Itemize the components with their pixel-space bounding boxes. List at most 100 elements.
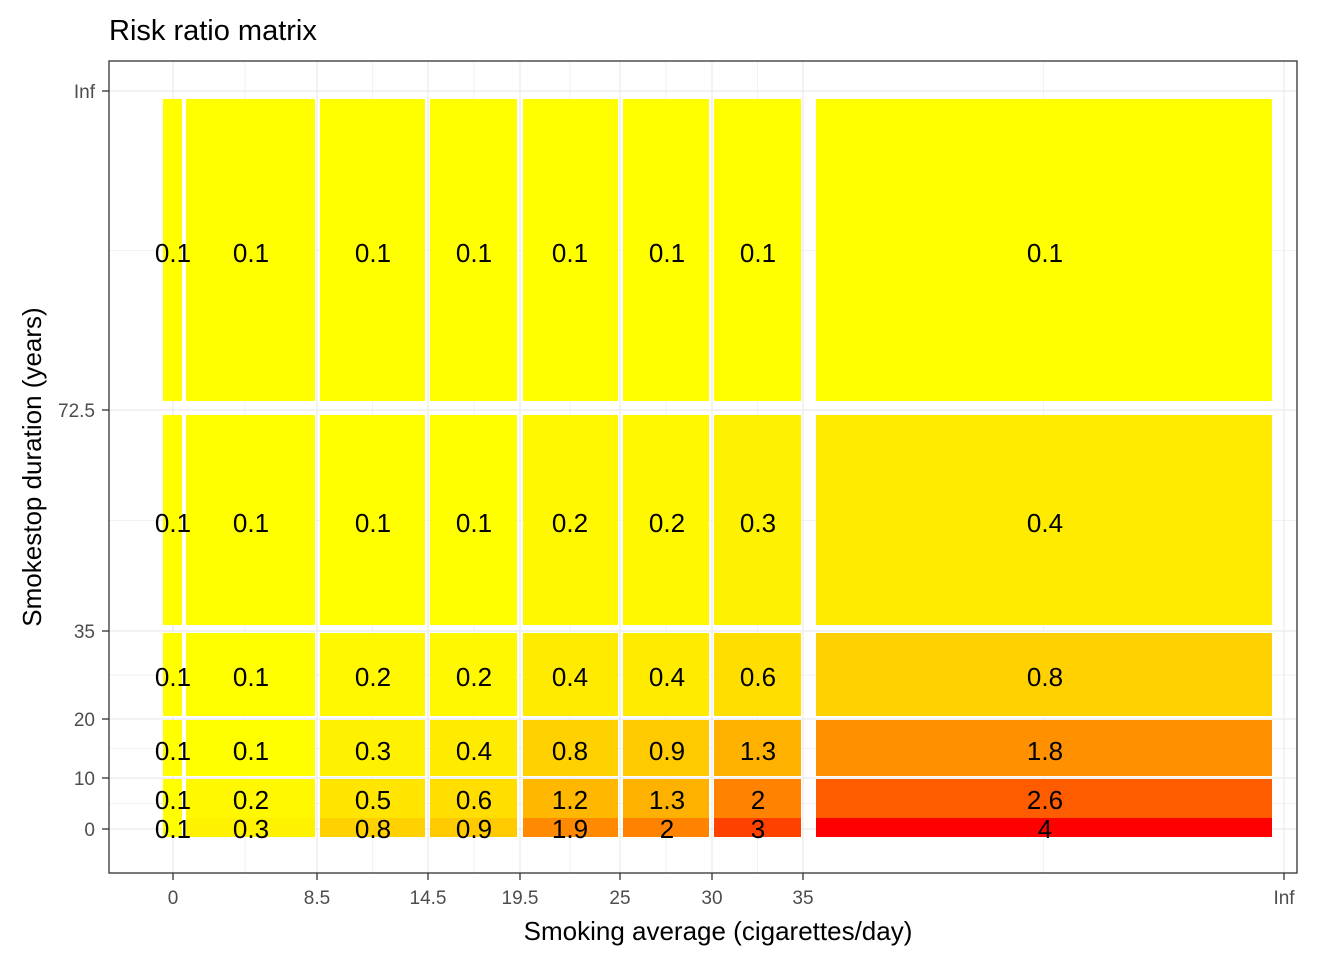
heatmap-cell <box>816 720 1272 776</box>
cell-value-label: 0.2 <box>355 662 391 692</box>
heatmap-cell <box>816 779 1272 818</box>
heatmap-cell <box>816 817 1272 837</box>
cell-value-label: 0.4 <box>456 736 492 766</box>
heatmap-cell <box>163 720 182 776</box>
cell-value-label: 2 <box>660 814 674 844</box>
heatmap-cell <box>816 415 1272 625</box>
heatmap-cell <box>186 779 315 818</box>
heatmap-cell <box>523 720 618 776</box>
x-tick-label: 8.5 <box>304 888 330 909</box>
x-tick-label: 30 <box>701 888 722 909</box>
heatmap-cell <box>623 99 709 401</box>
heatmap-cell-labels: 0.1 0.3 0.8 0.9 1.9 2 3 40.1 0.2 0.5 0.6 1.2 1.3 2 2.6… <box>155 238 1063 844</box>
cell-value-label: 0.1 <box>233 238 269 268</box>
cell-value-label: 0.1 <box>355 238 391 268</box>
heatmap-cell <box>523 415 618 625</box>
x-tick-label: 0 <box>168 888 179 909</box>
cell-value-label: 0.8 <box>552 736 588 766</box>
cell-value-label: 3 <box>751 814 765 844</box>
heatmap-cell <box>163 817 182 837</box>
heatmap-cell <box>163 415 182 625</box>
chart-title: Risk ratio matrix <box>109 15 317 47</box>
heatmap-cell <box>623 817 709 837</box>
cell-value-label: 0.4 <box>1027 508 1063 538</box>
cell-value-label: 0.3 <box>740 508 776 538</box>
x-tick-label: 35 <box>792 888 813 909</box>
heatmap-cell <box>623 779 709 818</box>
y-axis: 0 10 20 35 72.5 Inf <box>58 82 109 841</box>
heatmap-cell <box>320 633 425 716</box>
heatmap-cell <box>623 720 709 776</box>
cell-value-label: 0.1 <box>155 814 191 844</box>
cell-value-label: 0.5 <box>355 785 391 815</box>
cell-value-label: 0.1 <box>155 662 191 692</box>
cell-value-label: 0.4 <box>649 662 685 692</box>
cell-value-label: 0.1 <box>740 238 776 268</box>
heatmap-cell <box>523 633 618 716</box>
heatmap-cell <box>320 415 425 625</box>
cell-value-label: 4 <box>1038 814 1052 844</box>
cell-value-label: 0.8 <box>355 814 391 844</box>
cell-value-label: 2 <box>751 785 765 815</box>
heatmap-cell <box>430 633 517 716</box>
y-tick-label: 20 <box>74 710 95 731</box>
heatmap-cell <box>186 720 315 776</box>
cell-value-label: 0.6 <box>456 785 492 815</box>
heatmap-cell <box>816 99 1272 401</box>
cell-value-label: 0.3 <box>355 736 391 766</box>
heatmap-cell <box>623 415 709 625</box>
heatmap-cell <box>163 99 182 401</box>
cell-value-label: 0.1 <box>649 238 685 268</box>
cell-value-label: 0.1 <box>155 238 191 268</box>
cell-value-label: 0.2 <box>649 508 685 538</box>
y-tick-label: 35 <box>74 622 95 643</box>
heatmap-cell <box>320 817 425 837</box>
heatmap-cell <box>430 415 517 625</box>
cell-value-label: 0.1 <box>456 508 492 538</box>
heatmap-cell <box>430 779 517 818</box>
cell-value-label: 0.1 <box>155 508 191 538</box>
cell-value-label: 0.9 <box>456 814 492 844</box>
cell-value-label: 0.2 <box>456 662 492 692</box>
cell-value-label: 0.6 <box>740 662 776 692</box>
plot-border <box>108 60 1298 874</box>
heatmap-cell <box>430 817 517 837</box>
heatmap-cell <box>714 720 801 776</box>
heatmap-cell <box>714 415 801 625</box>
cell-value-label: 0.1 <box>155 736 191 766</box>
y-tick-label: 72.5 <box>58 401 95 422</box>
cell-value-label: 1.3 <box>740 736 776 766</box>
heatmap-cell <box>186 415 315 625</box>
cell-value-label: 0.1 <box>155 785 191 815</box>
heatmap-cell <box>430 720 517 776</box>
x-tick-label: Inf <box>1273 888 1295 909</box>
x-tick-label: 19.5 <box>502 888 539 909</box>
heatmap-cell <box>186 99 315 401</box>
cell-value-label: 2.6 <box>1027 785 1063 815</box>
cell-value-label: 0.3 <box>233 814 269 844</box>
heatmap-cell <box>186 817 315 837</box>
heatmap-cell <box>163 779 182 818</box>
heatmap-cell <box>523 817 618 837</box>
y-axis-title: Smokestop duration (years) <box>17 307 47 626</box>
x-axis: 0 8.5 14.5 19.5 25 30 35 Inf <box>168 873 1295 909</box>
cell-value-label: 0.4 <box>552 662 588 692</box>
heatmap-cell <box>430 99 517 401</box>
heatmap-cell <box>523 779 618 818</box>
x-tick-label: 14.5 <box>410 888 447 909</box>
cell-value-label: 0.2 <box>552 508 588 538</box>
y-tick-label: 10 <box>74 769 95 790</box>
heatmap-cell <box>816 633 1272 716</box>
cell-value-label: 0.1 <box>233 736 269 766</box>
cell-value-label: 0.1 <box>456 238 492 268</box>
cell-value-label: 0.1 <box>233 508 269 538</box>
heatmap-cell <box>163 633 182 716</box>
y-tick-label: Inf <box>74 82 96 103</box>
heatmap-cell <box>320 779 425 818</box>
heatmap-cell <box>714 817 801 837</box>
cell-value-label: 1.9 <box>552 814 588 844</box>
heatmap-cells <box>163 99 1272 837</box>
x-tick-label: 25 <box>609 888 630 909</box>
heatmap-cell <box>714 99 801 401</box>
